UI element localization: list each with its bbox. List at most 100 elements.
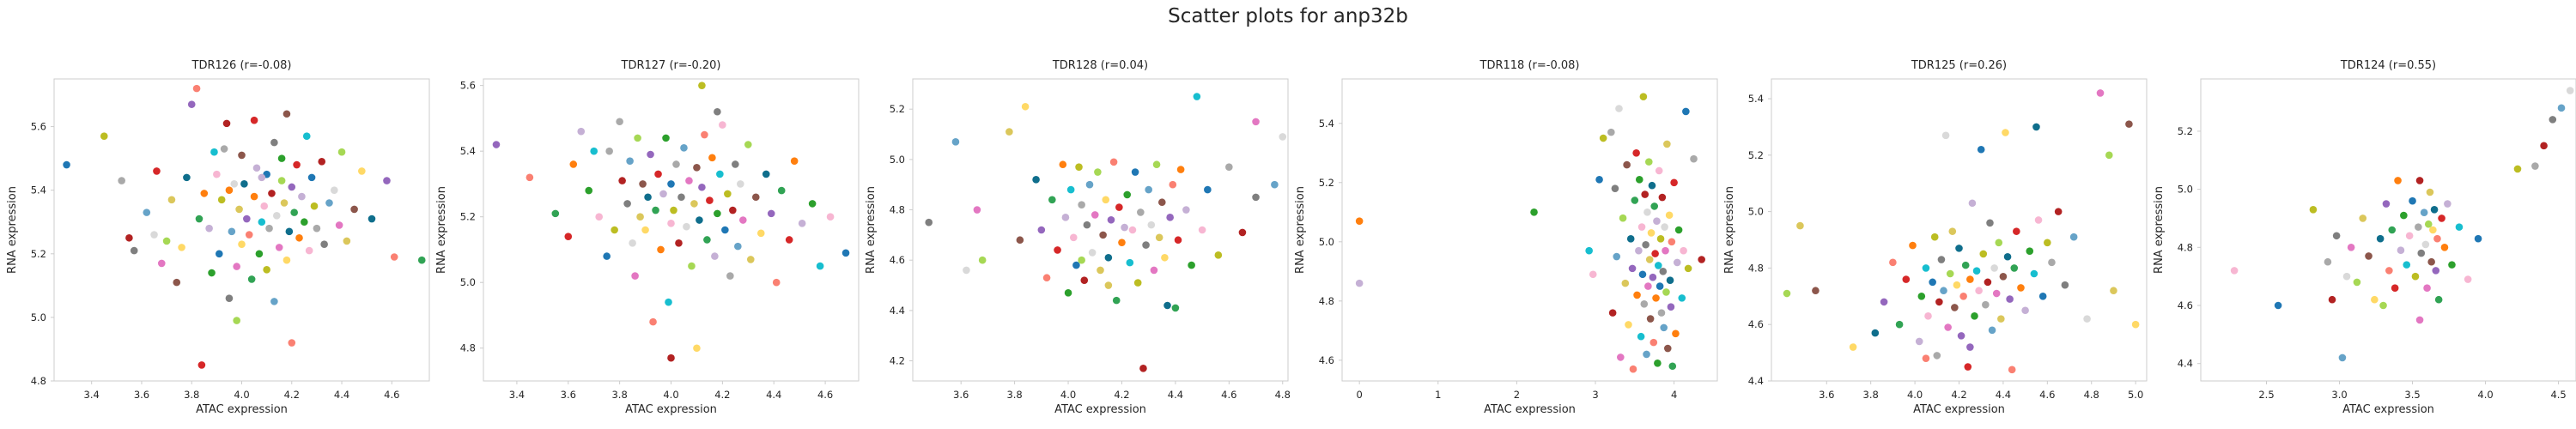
scatter-point <box>690 200 698 208</box>
scatter-point <box>585 186 593 195</box>
scatter-point <box>2096 89 2105 97</box>
x-tick-label: 3.5 <box>2404 389 2420 401</box>
scatter-point <box>973 206 981 214</box>
scatter-point <box>225 186 234 194</box>
scatter-point <box>1109 158 1118 166</box>
scatter-point <box>1631 196 1639 204</box>
scatter-point <box>1617 353 1625 361</box>
x-tick-label: 4.4 <box>766 389 781 401</box>
scatter-point <box>1682 107 1690 116</box>
scatter-point <box>1933 352 1941 360</box>
scatter-point <box>230 179 239 188</box>
y-tick-label: 5.4 <box>31 184 46 196</box>
scatter-point <box>153 167 161 175</box>
scatter-point <box>1355 217 1364 225</box>
scatter-point <box>790 157 799 165</box>
x-axis-label: ATAC expression <box>1913 403 2005 416</box>
scatter-point <box>210 148 218 156</box>
scatter-point <box>192 84 201 93</box>
scatter-point <box>1628 264 1637 273</box>
x-tick-label: 1 <box>1435 389 1441 401</box>
scatter-point <box>1238 228 1247 237</box>
scatter-point <box>285 227 294 236</box>
scatter-point <box>1635 246 1643 255</box>
scatter-point <box>2061 281 2069 289</box>
x-tick-label: 4.0 <box>234 389 249 401</box>
scatter-point <box>318 158 326 166</box>
scatter-point <box>238 151 246 160</box>
scatter-point <box>1668 362 1677 371</box>
y-tick-label: 5.6 <box>460 80 476 92</box>
scatter-point <box>1880 298 1888 306</box>
scatter-point <box>2433 234 2441 243</box>
panel-title: TDR118 (r=-0.08) <box>1479 59 1580 72</box>
scatter-point <box>350 205 358 214</box>
scatter-point <box>200 190 209 197</box>
panel-title: TDR127 (r=-0.20) <box>621 59 721 72</box>
scatter-point <box>564 233 573 240</box>
scatter-point <box>746 256 755 263</box>
scatter-point <box>337 148 346 156</box>
scatter-point <box>290 208 298 216</box>
scatter-point <box>1059 160 1067 169</box>
scatter-point <box>2010 264 2019 272</box>
scatter-point <box>756 229 765 238</box>
scatter-point <box>696 216 703 224</box>
scatter-point <box>590 147 598 155</box>
scatter-point <box>739 216 747 224</box>
scatter-point <box>1651 250 1659 257</box>
scatter-point <box>1655 166 1663 175</box>
scatter-point <box>1157 198 1166 207</box>
scatter-point <box>714 107 721 116</box>
y-tick-label: 5.0 <box>460 276 476 288</box>
scatter-point <box>2391 284 2399 292</box>
scatter-point <box>1078 256 1085 264</box>
scatter-point <box>1638 270 1647 279</box>
scatter-point <box>310 202 319 210</box>
scatter-point <box>2338 353 2347 362</box>
scatter-point <box>734 242 742 251</box>
scatter-point <box>2230 267 2239 275</box>
scatter-point <box>1625 321 1632 329</box>
y-tick-label: 5.4 <box>1748 93 1764 105</box>
scatter-point <box>670 206 677 214</box>
scatter-point <box>162 237 171 245</box>
scatter-point <box>1663 140 1671 148</box>
scatter-point <box>1176 166 1185 173</box>
scatter-point <box>1078 201 1085 208</box>
scatter-point <box>1629 365 1637 373</box>
scatter-point <box>358 167 366 175</box>
scatter-point <box>616 118 623 126</box>
x-axis-label: ATAC expression <box>625 403 717 416</box>
scatter-point <box>260 202 269 210</box>
scatter-point <box>233 263 240 270</box>
scatter-point <box>2540 142 2548 150</box>
y-tick-label: 5.2 <box>2178 125 2193 137</box>
scatter-point <box>1080 276 1089 284</box>
scatter-point <box>2026 247 2034 255</box>
scatter-point <box>288 339 296 347</box>
scatter-point <box>1698 256 1705 263</box>
scatter-point <box>1016 236 1024 245</box>
scatter-point <box>1637 223 1646 231</box>
y-tick-label: 5.0 <box>2178 184 2193 196</box>
x-tick-label: 3.8 <box>184 389 199 401</box>
scatter-point <box>1672 329 1680 338</box>
x-tick-label: 3.8 <box>1863 389 1879 401</box>
scatter-point <box>1946 269 1954 278</box>
scatter-point <box>283 256 291 264</box>
scatter-point <box>2513 165 2522 173</box>
scatter-point <box>1182 206 1190 214</box>
scatter-point <box>130 246 138 255</box>
scatter-point <box>963 266 970 275</box>
x-tick-label: 4.6 <box>2039 389 2055 401</box>
scatter-point <box>275 244 283 251</box>
scatter-point <box>2474 234 2482 243</box>
scatter-point <box>2379 301 2387 310</box>
y-tick-label: 5.2 <box>460 211 476 223</box>
scatter-point <box>1654 359 1662 367</box>
y-tick-label: 4.8 <box>890 204 905 216</box>
scatter-point <box>2385 267 2393 275</box>
scatter-point <box>1621 279 1630 287</box>
scatter-point <box>1107 215 1115 224</box>
